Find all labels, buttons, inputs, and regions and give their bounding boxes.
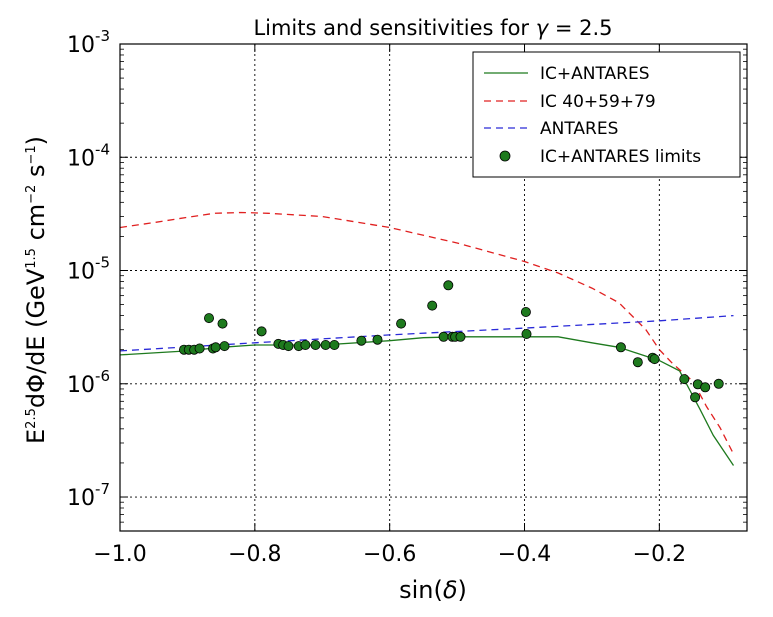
x-tick-label: −0.8 (228, 542, 281, 567)
limit-point (713, 378, 724, 389)
limit-point (372, 334, 383, 345)
y-tick-label: 10-6 (67, 367, 110, 398)
legend: IC+ANTARES IC 40+59+79 ANTARES IC+ANTARE… (472, 51, 741, 178)
limit-point (443, 280, 454, 291)
x-tick-label: −0.6 (363, 542, 416, 567)
limit-point (690, 392, 701, 403)
limit-point (356, 335, 367, 346)
y-tick-label: 10-7 (67, 480, 110, 511)
limit-point (329, 339, 340, 350)
limit-point (310, 339, 321, 350)
limit-point (320, 339, 331, 350)
legend-label-limits: IC+ANTARES limits (540, 147, 701, 167)
limit-point (217, 318, 228, 329)
antares-line (120, 314, 734, 352)
y-tick-label: 10-3 (67, 27, 110, 58)
limit-point (521, 328, 532, 339)
limit-point (300, 339, 311, 350)
limit-point (396, 318, 407, 329)
limit-point (203, 313, 214, 324)
y-tick-label: 10-5 (67, 254, 110, 285)
limit-point (455, 331, 466, 342)
limit-point (210, 342, 221, 353)
limit-point (520, 306, 531, 317)
y-tick-labels: 10-7 10-6 10-5 10-4 10-3 (67, 27, 110, 511)
x-axis-label: sin(δ) (399, 576, 467, 604)
limit-point (438, 331, 449, 342)
x-tick-label: −1.0 (93, 542, 146, 567)
chart-title: Limits and sensitivities for γ = 2.5 (253, 16, 612, 40)
ticks (119, 43, 747, 531)
legend-label-ic-40-59-79: IC 40+59+79 (540, 92, 656, 112)
limit-point (700, 382, 711, 393)
y-axis-label: E2.5dΦ/dE (GeV1.5 cm−2 s−1) (22, 136, 50, 444)
limit-point (632, 357, 643, 368)
limit-point (283, 341, 294, 352)
limit-point (219, 341, 230, 352)
limit-point (649, 354, 660, 365)
limit-point (256, 326, 267, 337)
x-tick-label: −0.4 (498, 542, 551, 567)
limit-point (427, 300, 438, 311)
y-tick-label: 10-4 (67, 140, 110, 171)
limit-point (194, 343, 205, 354)
limit-point (679, 374, 690, 385)
limit-point (615, 342, 626, 353)
series-layer (120, 211, 735, 466)
x-tick-label: −0.2 (633, 542, 686, 567)
legend-label-ic-antares: IC+ANTARES (540, 64, 650, 84)
legend-label-antares: ANTARES (540, 119, 618, 139)
x-tick-labels: −1.0 −0.8 −0.6 −0.4 −0.2 (93, 542, 686, 567)
plot-frame (119, 43, 748, 532)
ic-40-59-79-line (120, 211, 735, 455)
legend-marker-limits (499, 150, 511, 162)
